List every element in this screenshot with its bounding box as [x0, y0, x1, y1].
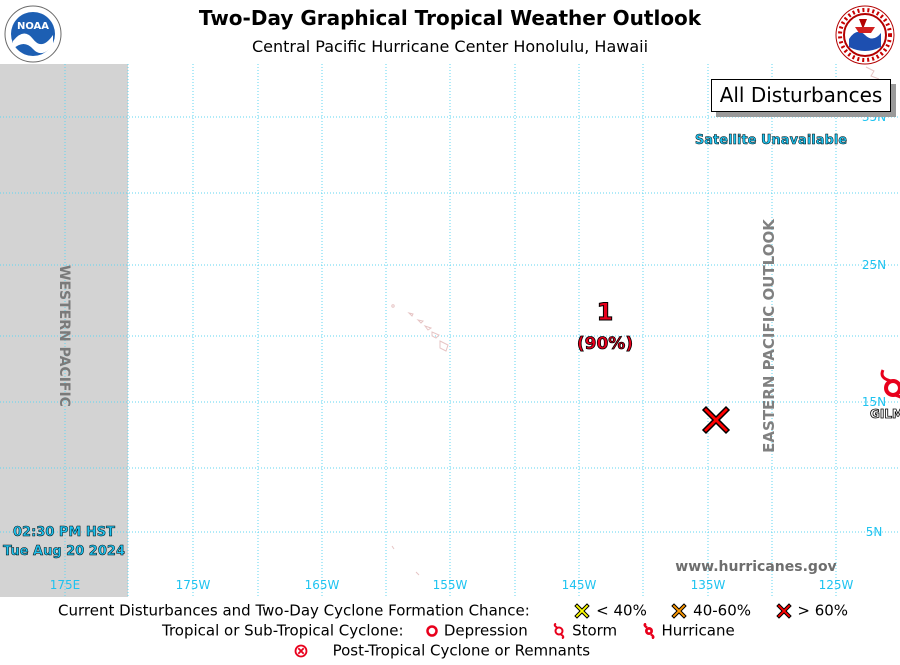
lon-label-175e: 175E — [50, 578, 81, 592]
legend-row-formation-chance: Current Disturbances and Two-Day Cyclone… — [58, 601, 900, 620]
lat-label-15n: 15N — [862, 395, 886, 409]
website-label[interactable]: www.hurricanes.gov — [675, 559, 836, 575]
outlook-map: 35N 25N 15N 5N 175E 175W 165W 155W 145W … — [0, 64, 900, 597]
lon-label-155w: 155W — [433, 578, 468, 592]
timestamp-time: 02:30 PM HST — [13, 525, 115, 540]
lat-label-25n: 25N — [862, 258, 886, 272]
x-low-chance-icon — [574, 602, 591, 619]
storm-label-gilma: GILM — [870, 407, 900, 421]
lat-lon-grid — [0, 64, 900, 597]
lon-label-175w: 175W — [176, 578, 211, 592]
x-medium-chance-icon — [671, 602, 688, 619]
legend-low-label: < 40% — [596, 601, 647, 620]
legend-formation-label: Current Disturbances and Two-Day Cyclone… — [58, 601, 530, 620]
hurricane-gilma-icon[interactable] — [880, 369, 900, 406]
disturbance-chance: (90%) — [577, 334, 633, 354]
legend-depression-label: Depression — [443, 621, 528, 640]
eastern-pacific-label: EASTERN PACIFIC OUTLOOK — [760, 218, 778, 453]
lat-label-5n: 5N — [866, 525, 883, 539]
lon-label-125w: 125W — [819, 578, 854, 592]
disturbance-x-marker-high[interactable] — [701, 405, 731, 435]
legend-row-post-tropical: Post-Tropical Cyclone or Remnants — [293, 641, 900, 660]
legend-hurricane-label: Hurricane — [661, 621, 735, 640]
lon-label-135w: 135W — [691, 578, 726, 592]
x-high-chance-icon — [775, 602, 792, 619]
timestamp-date: Tue Aug 20 2024 — [3, 544, 125, 559]
hurricane-icon — [643, 622, 655, 639]
legend-row-cyclone-types: Tropical or Sub-Tropical Cyclone: Depres… — [162, 621, 900, 640]
legend-storm-label: Storm — [572, 621, 618, 640]
hawaiian-islands — [391, 304, 449, 576]
storm-icon — [554, 622, 565, 639]
nws-logo — [835, 5, 895, 65]
lon-label-145w: 145W — [562, 578, 597, 592]
lon-label-165w: 165W — [305, 578, 340, 592]
post-tropical-icon — [294, 644, 308, 657]
page-title: Two-Day Graphical Tropical Weather Outlo… — [198, 6, 702, 30]
disturbance-number: 1 — [597, 298, 614, 326]
depression-icon — [426, 624, 438, 637]
page-subtitle: Central Pacific Hurricane Center Honolul… — [251, 37, 649, 56]
svg-text:NOAA: NOAA — [17, 21, 49, 32]
western-pacific-label: WESTERN PACIFIC — [56, 265, 72, 407]
legend-post-tropical-label: Post-Tropical Cyclone or Remnants — [332, 641, 591, 660]
noaa-logo: NOAA — [4, 5, 62, 63]
satellite-status: Satellite Unavailable — [695, 133, 847, 148]
western-pacific-area — [0, 64, 128, 597]
legend-high-label: > 60% — [797, 601, 849, 620]
legend-medium-label: 40-60% — [693, 601, 752, 620]
legend-cyclone-label: Tropical or Sub-Tropical Cyclone: — [162, 621, 404, 640]
all-disturbances-label[interactable]: All Disturbances — [711, 79, 891, 112]
lat-label-35n: 35N — [862, 110, 886, 124]
